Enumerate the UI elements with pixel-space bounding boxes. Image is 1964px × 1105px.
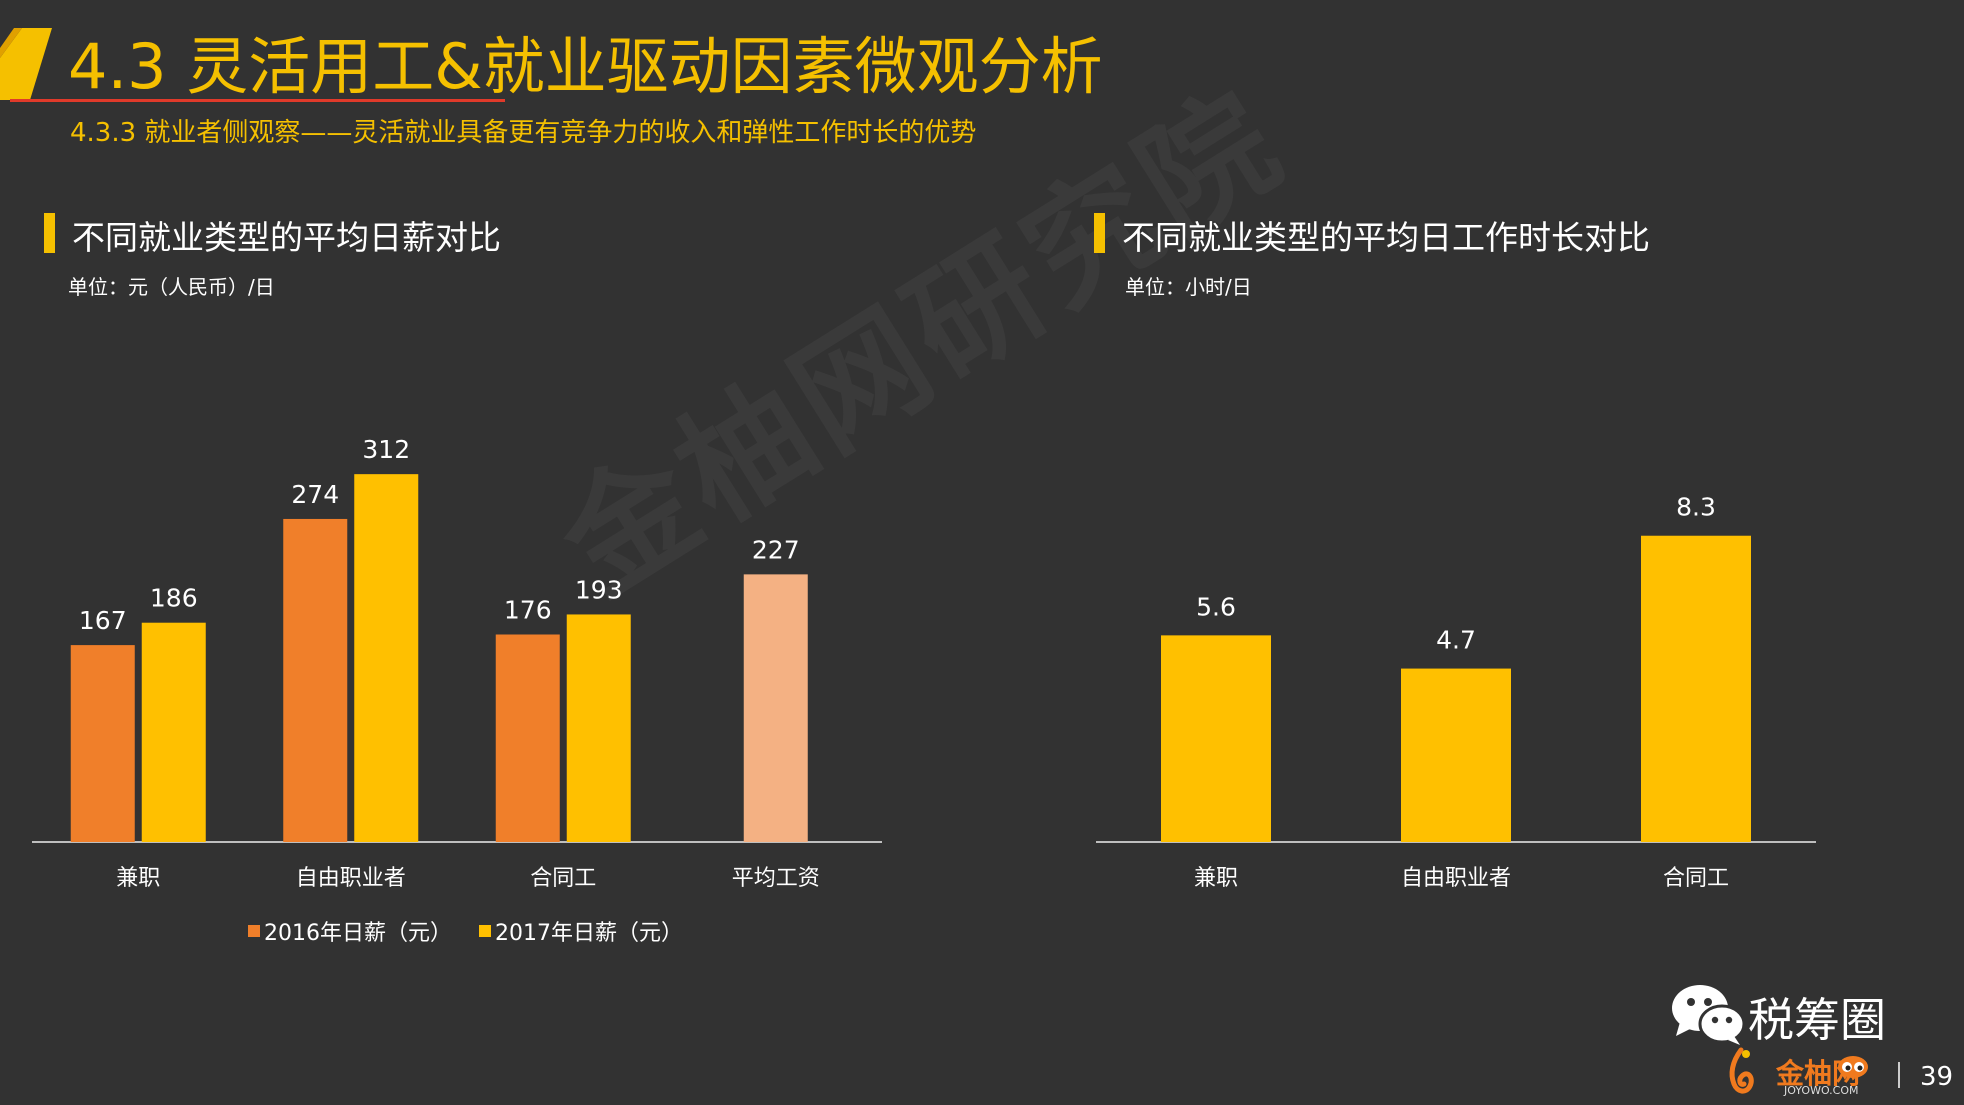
data-label: 8.3 [1676,493,1716,522]
legend-swatch-2016 [248,925,260,937]
page-title: 4.3 灵活用工&就业驱动因素微观分析 [68,30,1103,103]
logo-url: JOYOWO.COM [1784,1084,1859,1097]
data-label: 5.6 [1196,592,1236,621]
bar-2016 [495,634,560,842]
legend-swatch-2017 [479,925,491,937]
logo-eyes-icon [1838,1056,1868,1078]
bar-hours [1401,668,1511,842]
title-accent-mark [0,28,52,100]
x-tick-label: 平均工资 [732,866,820,891]
bar-2016 [283,518,348,842]
legend-label-2017: 2017年日薪（元） [495,921,683,946]
wechat-icon [1672,985,1746,1045]
x-tick-label: 自由职业者 [1401,866,1511,891]
bar-hours [1161,635,1271,842]
bar-2017 [141,622,206,842]
right-chart-unit: 单位：小时/日 [1125,275,1252,299]
title-underline [10,99,505,102]
data-label: 227 [752,535,800,564]
x-tick-label: 自由职业者 [296,866,406,891]
left-chart-title: 不同就业类型的平均日薪对比 [72,218,501,257]
data-label: 167 [79,606,127,635]
right-chart-title: 不同就业类型的平均日工作时长对比 [1122,218,1650,257]
left-chart-unit: 单位：元（人民币）/日 [68,275,275,299]
data-label: 176 [504,595,552,624]
bar-2017 [566,614,631,842]
joyowo-logo-icon [1729,1047,1754,1094]
data-label: 312 [362,435,410,464]
page-subtitle: 4.3.3 就业者侧观察——灵活就业具备更有竞争力的收入和弹性工作时长的优势 [70,118,977,148]
x-tick-label: 合同工 [1663,866,1729,891]
brand-name: 税筹圈 [1748,993,1886,1047]
left-section-marker [44,213,55,253]
legend-label-2016: 2016年日薪（元） [264,921,452,946]
x-tick-label: 兼职 [116,866,160,891]
page-separator [1898,1062,1900,1088]
right-section-marker [1094,213,1105,253]
x-tick-label: 合同工 [530,866,596,891]
bar-2017 [743,574,808,842]
bar-2016 [70,645,135,842]
legend-item-2016: 2016年日薪（元） [248,915,452,947]
x-tick-label: 兼职 [1194,866,1238,891]
data-label: 186 [150,584,198,613]
page-number: 39 [1920,1062,1954,1092]
data-label: 4.7 [1436,626,1476,655]
data-label: 193 [575,575,623,604]
bar-hours [1641,535,1751,842]
bar-2017 [354,474,419,842]
legend-item-2017: 2017年日薪（元） [479,915,683,947]
data-label: 274 [291,480,339,509]
